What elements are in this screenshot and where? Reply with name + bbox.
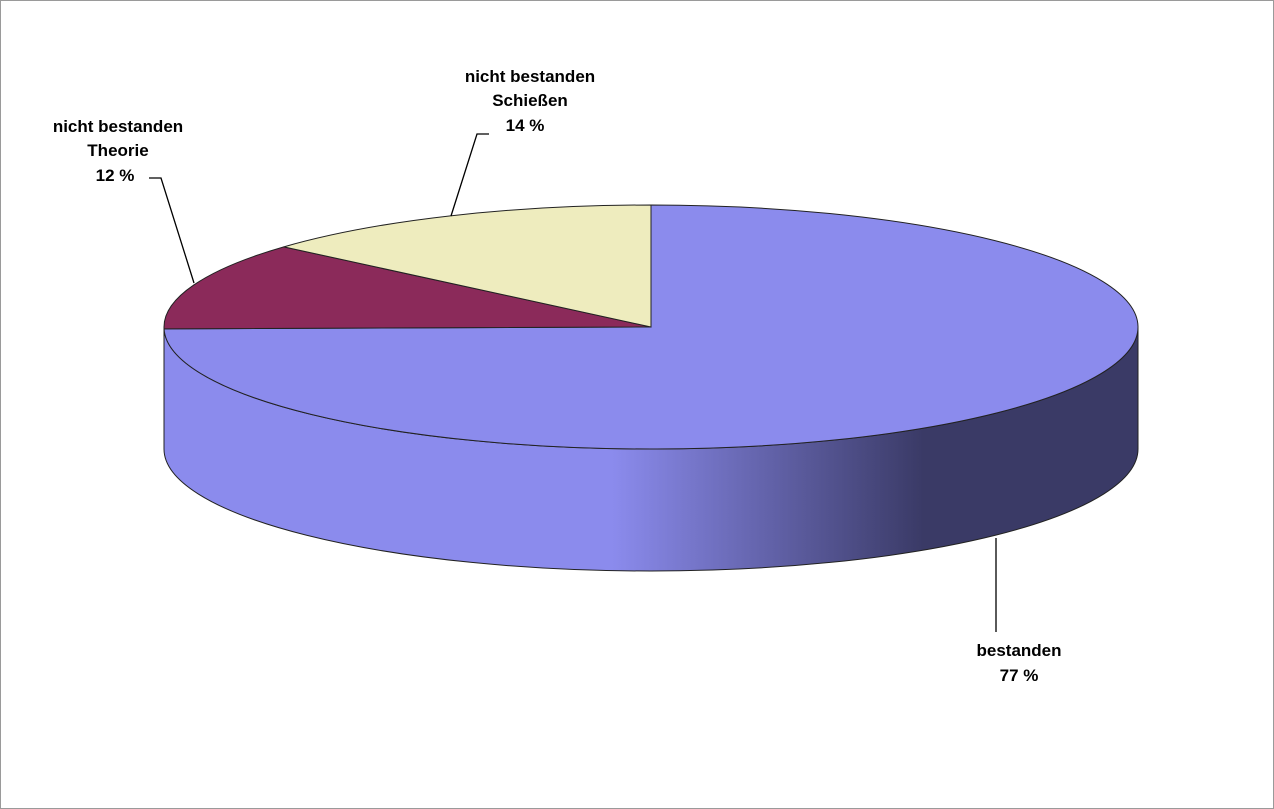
- label-schiessen-value: 14 %: [506, 116, 545, 135]
- slice-nicht-bestanden-theorie: [163, 246, 652, 330]
- label-theorie-value: 12 %: [96, 166, 135, 185]
- label-bestanden-value: 77 %: [1000, 666, 1039, 685]
- label-theorie-line2: Theorie: [87, 141, 148, 160]
- label-theorie-line1: nicht bestanden: [53, 117, 183, 136]
- slice-nicht-bestanden-schiessen: [283, 204, 652, 328]
- leader-line-schiessen: [450, 133, 489, 217]
- label-schiessen-line2: Schießen: [492, 91, 568, 110]
- label-schiessen-line1: nicht bestanden: [465, 67, 595, 86]
- label-bestanden-line1: bestanden: [976, 641, 1061, 660]
- leader-line-theorie: [149, 177, 195, 284]
